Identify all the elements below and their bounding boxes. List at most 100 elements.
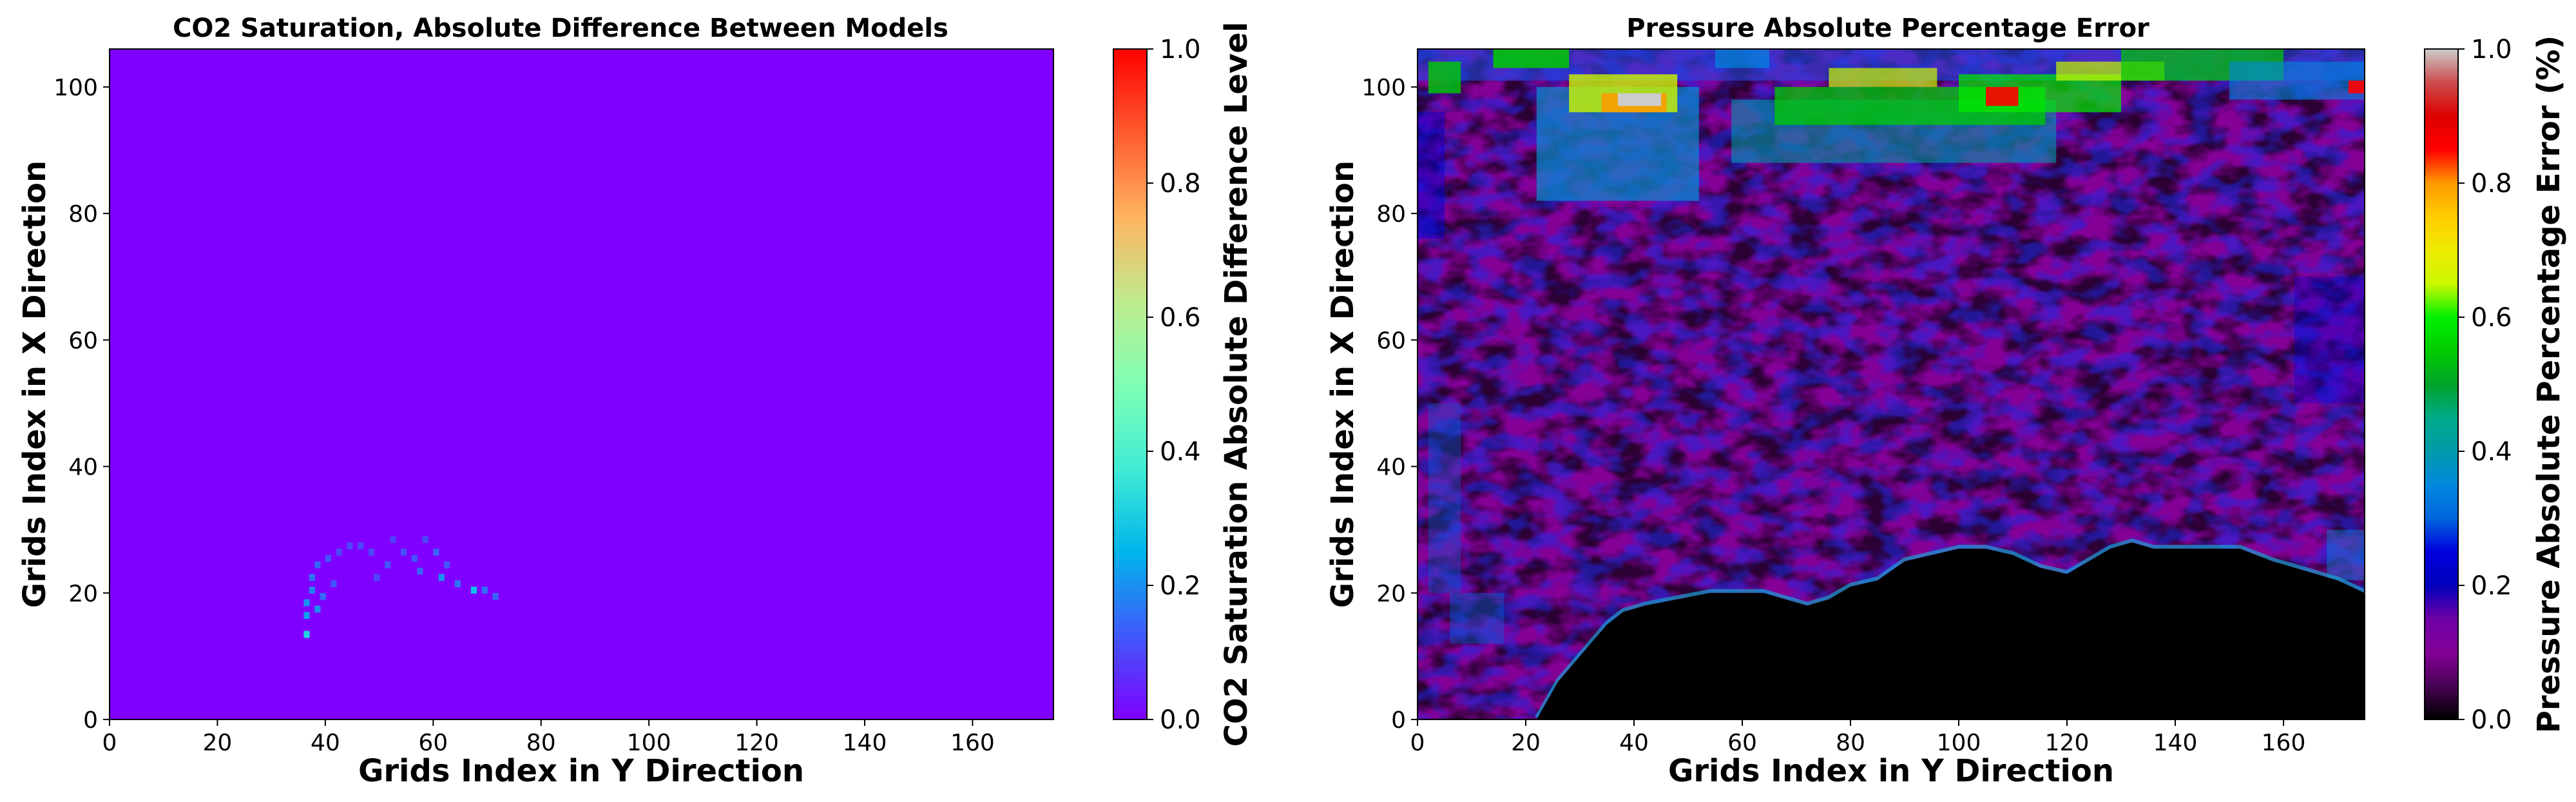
x-tick-label: 160 [2262,730,2306,756]
error-patch [2229,61,2365,100]
plume-cell [336,549,342,556]
plume-cell [325,554,332,562]
right-x-ticks: 0 20 40 60 80 100 120 140 160 [1410,719,2306,756]
right-chart-title: Pressure Absolute Percentage Error [1626,14,2149,43]
x-tick-label: 0 [102,730,117,756]
x-tick-label: 140 [2153,730,2198,756]
x-tick-label: 40 [311,730,340,756]
y-tick-label: 60 [1376,328,1406,354]
colorbar-tick-label: 0.6 [2471,303,2512,333]
y-tick-label: 80 [68,201,98,228]
colorbar-tick-label: 0.2 [2471,571,2512,601]
y-tick-label: 100 [1361,75,1406,101]
left-colorbar [1113,48,1148,720]
plume-cell [347,542,353,550]
x-tick-label: 60 [418,730,448,756]
x-tick-label: 160 [950,730,995,756]
plume-cell [303,599,310,607]
plume-cell [401,549,407,556]
error-patch [1493,49,1570,68]
y-tick-label: 20 [1376,581,1406,607]
colorbar-tick-label: 1.0 [2471,35,2512,64]
right-y-ticks: 0 20 40 60 80 100 [1361,75,1418,734]
plume-cell [438,574,445,582]
left-heatmap-background [110,49,1053,719]
colorbar-tick-label: 0.4 [2471,437,2512,467]
left-x-axis-label: Grids Index in Y Direction [358,753,804,789]
y-tick-label: 80 [1376,201,1406,228]
y-tick-label: 20 [68,581,98,607]
error-patch [2294,277,2365,404]
error-patch [1418,112,1445,239]
right-colorbar-label: Pressure Absolute Percentage Error (%) [2531,35,2567,734]
co2-saturation-panel: CO2 Saturation, Absolute Difference Betw… [17,14,1254,789]
colorbar-tick-label: 0.6 [1160,303,1201,333]
right-x-axis-label: Grids Index in Y Direction [1668,753,2114,789]
plume-cell [454,580,461,587]
plume-cell [314,605,321,613]
x-tick-label: 80 [1836,730,1865,756]
left-chart-title: CO2 Saturation, Absolute Difference Betw… [173,14,948,43]
left-plot-frame [109,48,1054,720]
plume-cell [390,536,396,543]
plume-cell [314,561,321,569]
error-patch [1428,61,1461,93]
colorbar-tick-label: 0.8 [2471,169,2512,199]
plume-cell [411,554,418,562]
y-tick-label: 40 [1376,455,1406,481]
colorbar-tick-label: 0.8 [1160,169,1201,199]
x-tick-label: 120 [735,730,779,756]
y-tick-label: 60 [68,328,98,354]
left-y-ticks: 0 20 40 60 80 100 [53,75,110,734]
masked-region [1536,542,2365,719]
x-tick-label: 20 [203,730,233,756]
x-tick-label: 0 [1410,730,1425,756]
x-tick-label: 80 [526,730,556,756]
x-tick-label: 120 [2045,730,2090,756]
plume-cell [481,586,488,594]
plume-cell [320,592,326,600]
plume-cell [368,549,375,556]
plume-cell [331,580,337,587]
right-plot-frame [1417,48,2365,720]
colorbar-tick-label: 0.4 [1160,437,1201,467]
plume-cell [358,542,364,550]
mask-edge-highlight [1535,538,2365,719]
plume-cell [492,592,499,600]
y-tick-label: 100 [53,75,98,101]
right-colorbar-ticks: 0.0 0.2 0.4 0.6 0.8 1.0 [2458,35,2512,735]
right-heatmap [1418,49,2365,719]
plume-cell [433,549,439,556]
error-patch [1450,592,1504,644]
y-tick-label: 0 [83,707,98,734]
colorbar-tick-label: 0.2 [1160,571,1201,601]
plume-cell [470,586,477,594]
x-tick-label: 20 [1511,730,1541,756]
plume-cell [417,567,423,575]
plume-cell [309,574,315,582]
left-colorbar-label: CO2 Saturation Absolute Difference Level [1218,22,1254,747]
colorbar-tick-label: 1.0 [1160,35,1201,64]
colorbar-tick-label: 0.0 [2471,705,2512,735]
plume-cell [309,586,315,594]
plume-cell [303,612,310,619]
y-tick-label: 40 [68,455,98,481]
x-tick-label: 40 [1619,730,1649,756]
error-patch [2348,81,2365,93]
x-tick-label: 140 [843,730,887,756]
error-patch [1428,403,1461,593]
error-patch [1617,93,1661,106]
left-x-ticks: 0 20 40 60 80 100 120 140 160 [102,719,995,756]
error-patch [1715,49,1769,68]
co2-plume-cells [303,536,499,638]
x-tick-label: 100 [1937,730,1981,756]
plume-cell [422,536,428,543]
colorbar-tick-label: 0.0 [1160,705,1201,735]
left-y-axis-label: Grids Index in X Direction [17,161,53,608]
plume-cell [384,561,391,569]
plume-cell [444,561,450,569]
x-tick-label: 100 [627,730,671,756]
error-patch [1829,68,1937,87]
right-y-axis-label: Grids Index in X Direction [1325,161,1361,608]
